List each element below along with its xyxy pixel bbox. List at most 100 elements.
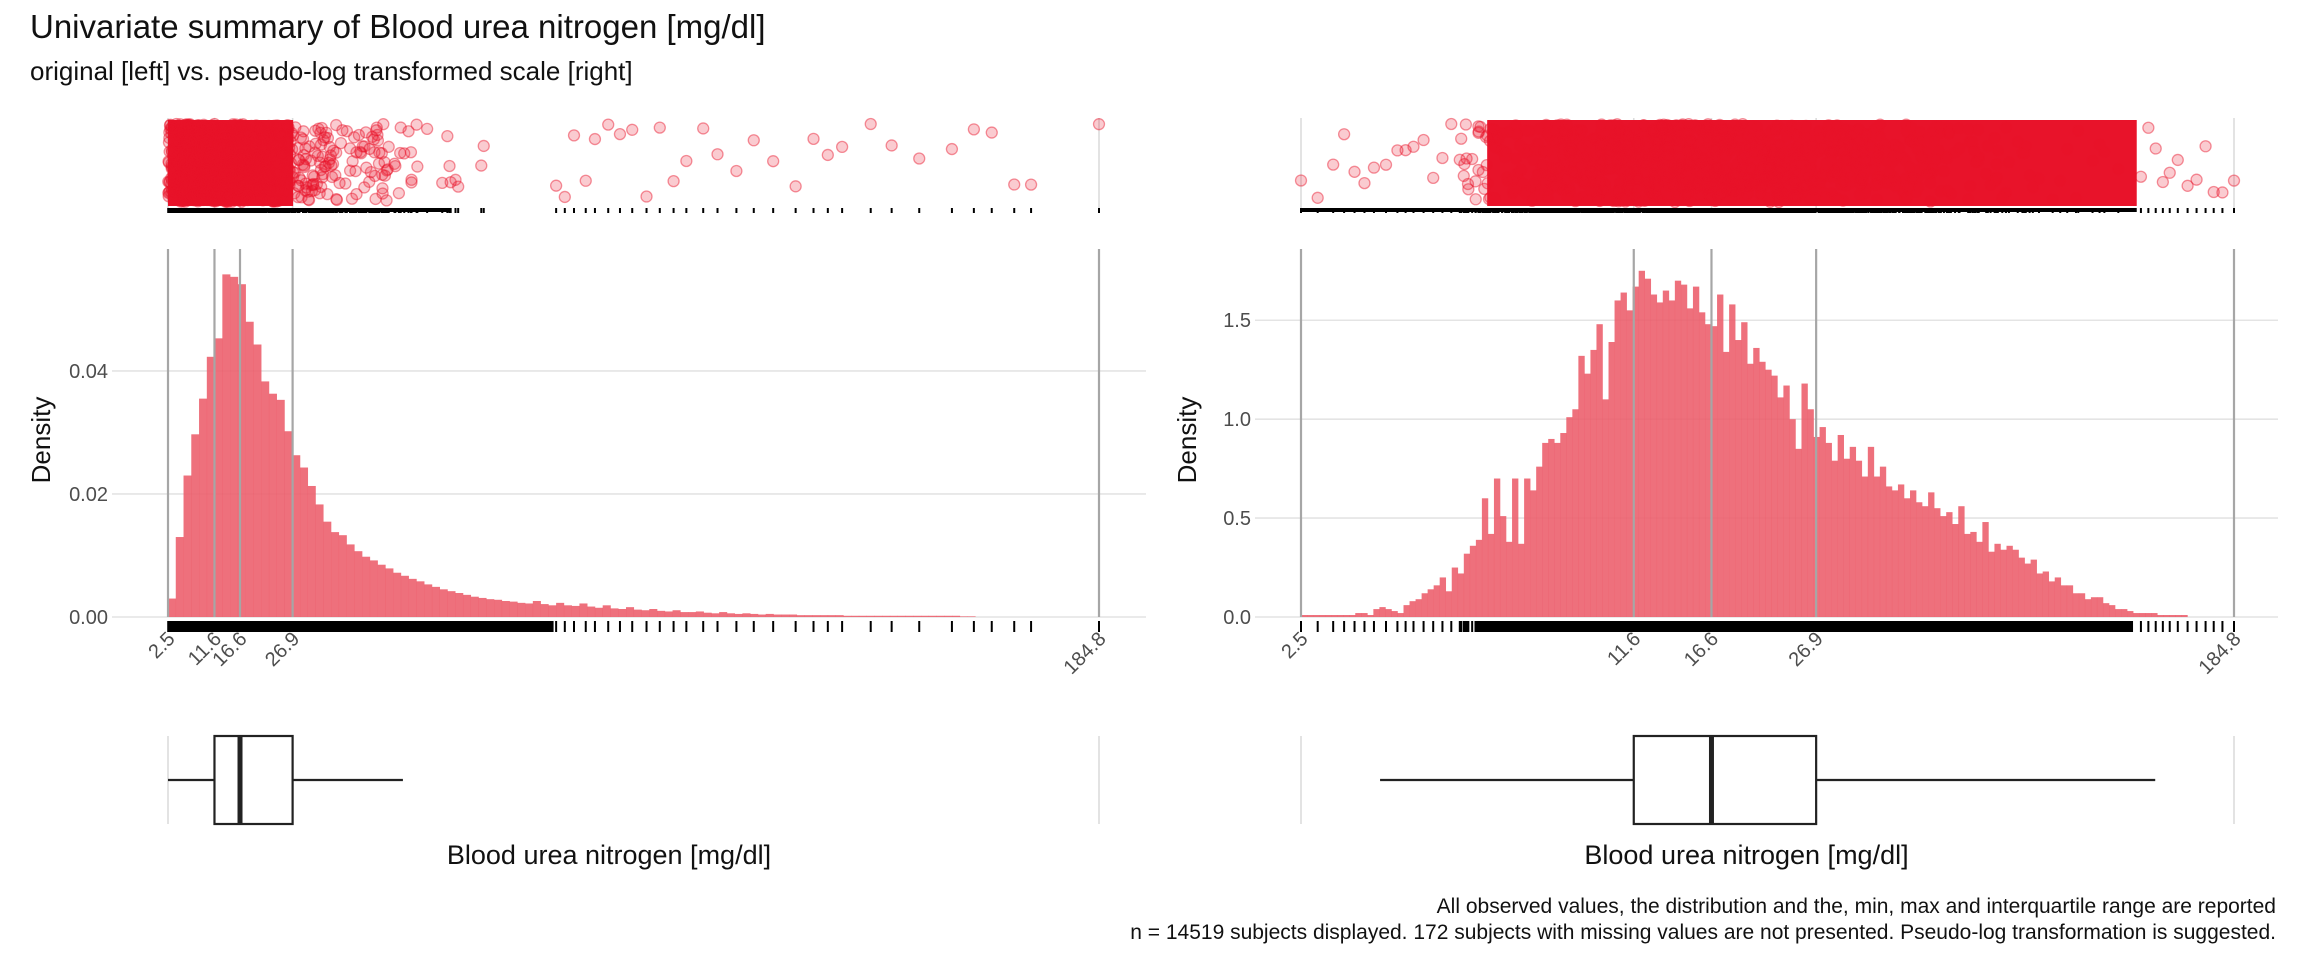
histogram-bar [424, 584, 433, 617]
data-point [309, 124, 322, 137]
data-point [273, 157, 287, 170]
data-point [1991, 144, 2004, 157]
data-point [212, 130, 225, 143]
data-point [207, 180, 220, 194]
histogram-bar [1674, 280, 1682, 617]
data-point [323, 140, 336, 154]
data-point [204, 124, 217, 138]
histogram-bar [400, 575, 409, 617]
data-point [208, 185, 221, 198]
data-point [234, 180, 247, 193]
histogram-bar [1873, 476, 1881, 617]
data-point [1615, 194, 1628, 207]
data-point [192, 157, 205, 170]
data-point [220, 133, 233, 146]
data-point [279, 158, 293, 172]
data-point [272, 184, 285, 197]
histogram-bar [1759, 361, 1766, 617]
data-point [1632, 192, 1645, 205]
data-point [1459, 118, 1473, 131]
data-point [269, 155, 282, 168]
data-point [219, 158, 233, 171]
histogram-bar [1940, 516, 1947, 617]
data-point [196, 165, 209, 178]
data-point [1963, 179, 1977, 193]
histogram-bar [1518, 543, 1525, 617]
data-point [240, 178, 253, 191]
histogram-bar [517, 602, 526, 617]
data-point [1673, 149, 1687, 163]
data-point [1822, 119, 1835, 132]
data-point [324, 149, 337, 162]
data-point [241, 158, 255, 171]
histogram-bar [1819, 427, 1826, 617]
data-point [188, 153, 202, 166]
data-point [207, 162, 220, 176]
histogram-bar [928, 615, 937, 617]
data-point [309, 137, 322, 150]
histogram-bar [602, 605, 611, 617]
data-point [189, 174, 203, 188]
data-point [376, 187, 389, 200]
data-point [318, 160, 331, 173]
data-point [1990, 171, 2003, 184]
data-point [222, 170, 235, 184]
histogram-bar [719, 612, 728, 617]
data-point [298, 159, 311, 172]
data-point [363, 175, 376, 188]
data-point [221, 188, 235, 201]
data-point [245, 150, 259, 163]
histogram-bar [812, 615, 821, 617]
data-point [411, 160, 424, 173]
data-point [186, 165, 200, 179]
data-point [1787, 126, 1800, 139]
data-point [215, 161, 228, 174]
data-point [339, 177, 352, 190]
data-point [201, 122, 214, 135]
histogram-bar [571, 605, 580, 617]
data-point [266, 125, 279, 139]
histogram-bar [1903, 498, 1911, 617]
data-point [240, 151, 253, 165]
histogram-bar [1367, 615, 1374, 617]
data-point [1533, 122, 1546, 136]
data-point [203, 152, 217, 165]
data-point [1662, 132, 1676, 146]
histogram-bar [1379, 607, 1386, 617]
histogram-bar [1970, 531, 1977, 617]
data-point [333, 176, 346, 190]
data-point [173, 185, 186, 198]
data-point [266, 145, 280, 159]
histogram-bar [2054, 577, 2062, 617]
data-point [307, 177, 320, 191]
data-point [269, 127, 282, 141]
data-point [1851, 161, 1864, 174]
histogram-bar [1885, 486, 1893, 617]
data-point [381, 163, 394, 176]
histogram-bar [843, 615, 852, 617]
histogram-bar [2030, 559, 2037, 617]
y-tick-label: 0.5 [1223, 508, 1251, 530]
data-point [340, 125, 354, 138]
data-point [236, 161, 249, 174]
histogram-bar [1777, 397, 1784, 617]
data-point [281, 121, 294, 134]
histogram-bar [1964, 533, 1971, 617]
histogram-bar [1475, 539, 1483, 617]
data-point [1631, 173, 1644, 187]
data-point [219, 126, 232, 140]
data-point [248, 141, 262, 154]
histogram-bar [944, 615, 953, 617]
data-point [203, 178, 216, 192]
data-point [242, 158, 255, 171]
data-point [316, 150, 329, 163]
data-point [1870, 193, 1884, 206]
data-point [1981, 139, 1995, 153]
data-point [267, 195, 281, 208]
histogram-bar [2060, 585, 2068, 617]
data-point [215, 163, 228, 176]
data-point [1576, 140, 1589, 154]
data-point [284, 135, 297, 149]
data-point [253, 177, 266, 190]
data-point [207, 138, 221, 151]
